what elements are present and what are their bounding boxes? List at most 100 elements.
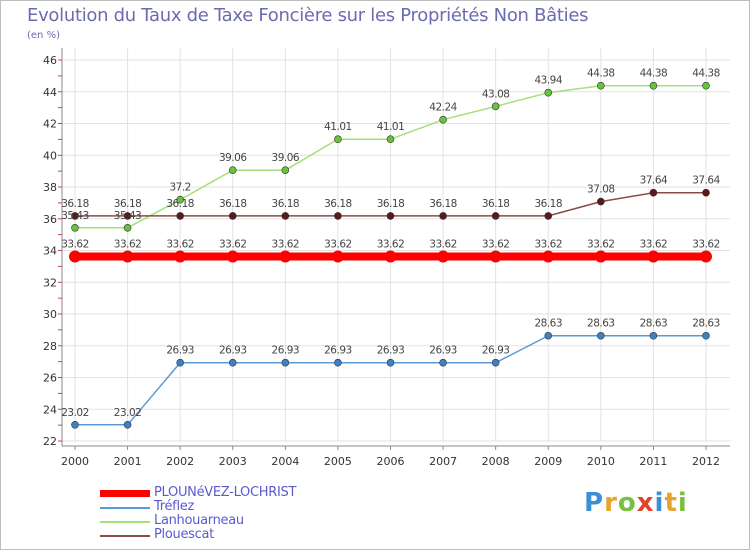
- data-point-3: [491, 212, 500, 220]
- data-point-3: [702, 188, 710, 197]
- data-label: 36.18: [377, 198, 405, 210]
- proxiti-logo-letter: x: [636, 488, 655, 518]
- data-point-0: [542, 250, 555, 263]
- data-label: 28.63: [534, 318, 562, 330]
- data-point-3: [439, 212, 447, 220]
- data-label: 33.62: [640, 239, 668, 251]
- data-point-2: [386, 135, 395, 144]
- data-label: 39.06: [272, 152, 300, 164]
- data-label: 33.62: [482, 239, 510, 251]
- data-point-3: [334, 212, 342, 220]
- x-tick-label: 2008: [482, 455, 510, 468]
- legend-swatch-lanhouarneau: [100, 521, 150, 523]
- data-label: 43.94: [534, 75, 562, 87]
- data-label: 33.62: [272, 239, 300, 251]
- x-tick-label: 2003: [219, 455, 247, 468]
- data-point-0: [174, 250, 187, 263]
- y-tick-label: 26: [43, 372, 57, 385]
- data-label: 26.93: [219, 345, 247, 357]
- x-tick-label: 2006: [377, 455, 405, 468]
- data-point-3: [71, 212, 79, 220]
- data-label: 33.62: [61, 239, 89, 251]
- data-label: 26.93: [377, 345, 405, 357]
- data-label: 37.64: [692, 175, 720, 187]
- data-point-2: [334, 135, 342, 144]
- data-label: 28.63: [692, 318, 720, 330]
- data-label: 36.18: [534, 198, 562, 210]
- data-point-0: [226, 250, 239, 263]
- y-tick-label: 28: [43, 340, 57, 353]
- data-point-1: [386, 358, 395, 367]
- proxiti-logo-letter: i: [677, 488, 688, 518]
- data-point-2: [228, 166, 237, 174]
- data-label: 44.38: [692, 68, 720, 80]
- data-label: 33.62: [429, 239, 457, 251]
- data-point-3: [649, 188, 658, 197]
- y-tick-label: 44: [43, 86, 57, 99]
- data-point-0: [700, 250, 712, 263]
- data-label: 36.18: [219, 198, 247, 210]
- data-point-3: [386, 212, 395, 220]
- data-point-3: [176, 212, 184, 220]
- data-point-0: [594, 250, 607, 263]
- data-point-1: [176, 358, 184, 367]
- x-tick-label: 2011: [639, 455, 667, 468]
- data-point-0: [69, 250, 81, 263]
- data-label: 26.93: [324, 345, 352, 357]
- data-point-3: [544, 212, 553, 220]
- data-point-1: [491, 358, 500, 367]
- legend-label-plounevez: PLOUNéVEZ-LOCHRIST: [154, 485, 297, 500]
- data-label: 35.43: [61, 210, 89, 222]
- data-label: 28.63: [587, 318, 615, 330]
- data-point-2: [176, 195, 184, 204]
- x-tick-label: 2010: [587, 455, 615, 468]
- data-point-2: [71, 223, 79, 232]
- legend-swatch-treflez: [100, 507, 150, 509]
- data-point-1: [228, 358, 237, 367]
- data-label: 33.62: [166, 239, 194, 251]
- proxiti-logo-letter: o: [617, 488, 637, 518]
- data-label: 41.01: [377, 121, 405, 133]
- legend-label-lanhouarneau: Lanhouarneau: [154, 513, 244, 528]
- proxiti-logo-letter: t: [664, 488, 678, 518]
- data-point-0: [331, 250, 344, 263]
- data-label: 36.18: [114, 198, 142, 210]
- data-label: 37.2: [169, 182, 190, 194]
- y-tick-label: 40: [43, 149, 57, 162]
- y-tick-label: 34: [43, 245, 57, 258]
- x-tick-label: 2009: [534, 455, 562, 468]
- data-point-3: [597, 197, 605, 206]
- y-tick-label: 36: [43, 213, 57, 226]
- y-tick-label: 46: [43, 54, 57, 67]
- chart-title: Evolution du Taux de Taxe Foncière sur l…: [27, 5, 589, 26]
- data-label: 26.93: [429, 345, 457, 357]
- data-point-3: [123, 212, 132, 220]
- data-point-1: [281, 358, 290, 367]
- data-point-0: [384, 250, 397, 263]
- chart-subtitle: (en %): [27, 30, 60, 41]
- data-point-2: [597, 81, 605, 90]
- data-label: 26.93: [272, 345, 300, 357]
- y-tick-label: 24: [43, 403, 57, 416]
- data-label: 43.08: [482, 88, 510, 100]
- data-label: 33.62: [534, 239, 562, 251]
- data-point-1: [123, 421, 132, 429]
- x-tick-label: 2002: [166, 455, 194, 468]
- data-point-0: [647, 250, 660, 263]
- y-tick-label: 30: [43, 308, 57, 321]
- data-label: 36.18: [61, 198, 89, 210]
- data-label: 37.08: [587, 184, 615, 196]
- x-tick-label: 2004: [271, 455, 299, 468]
- proxiti-logo-letter: i: [654, 488, 665, 518]
- y-tick-label: 38: [43, 181, 57, 194]
- data-label: 44.38: [587, 68, 615, 80]
- proxiti-logo-letter: P: [584, 488, 605, 518]
- data-label: 36.18: [324, 198, 352, 210]
- data-label: 36.18: [429, 198, 457, 210]
- data-label: 23.02: [61, 407, 89, 419]
- legend-label-plouescat: Plouescat: [154, 527, 214, 542]
- y-tick-label: 22: [43, 435, 57, 448]
- data-point-0: [489, 250, 502, 263]
- legend-swatch-plounevez: [100, 490, 150, 497]
